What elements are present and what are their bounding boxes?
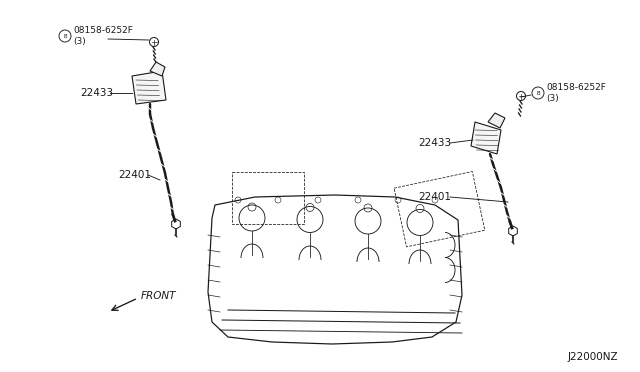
Text: J22000NZ: J22000NZ	[568, 352, 618, 362]
Bar	[232, 172, 304, 224]
Polygon shape	[132, 71, 166, 104]
Text: 22433: 22433	[80, 88, 113, 98]
Polygon shape	[488, 113, 505, 128]
Text: 08158-6252F
(3): 08158-6252F (3)	[546, 83, 606, 103]
Text: 22401: 22401	[118, 170, 151, 180]
Polygon shape	[471, 122, 501, 154]
Text: B: B	[63, 33, 67, 38]
Polygon shape	[150, 62, 165, 76]
Text: FRONT: FRONT	[141, 291, 177, 301]
Text: 22433: 22433	[418, 138, 451, 148]
Text: 22401: 22401	[418, 192, 451, 202]
Text: B: B	[536, 90, 540, 96]
Text: 08158-6252F
(3): 08158-6252F (3)	[73, 26, 133, 46]
